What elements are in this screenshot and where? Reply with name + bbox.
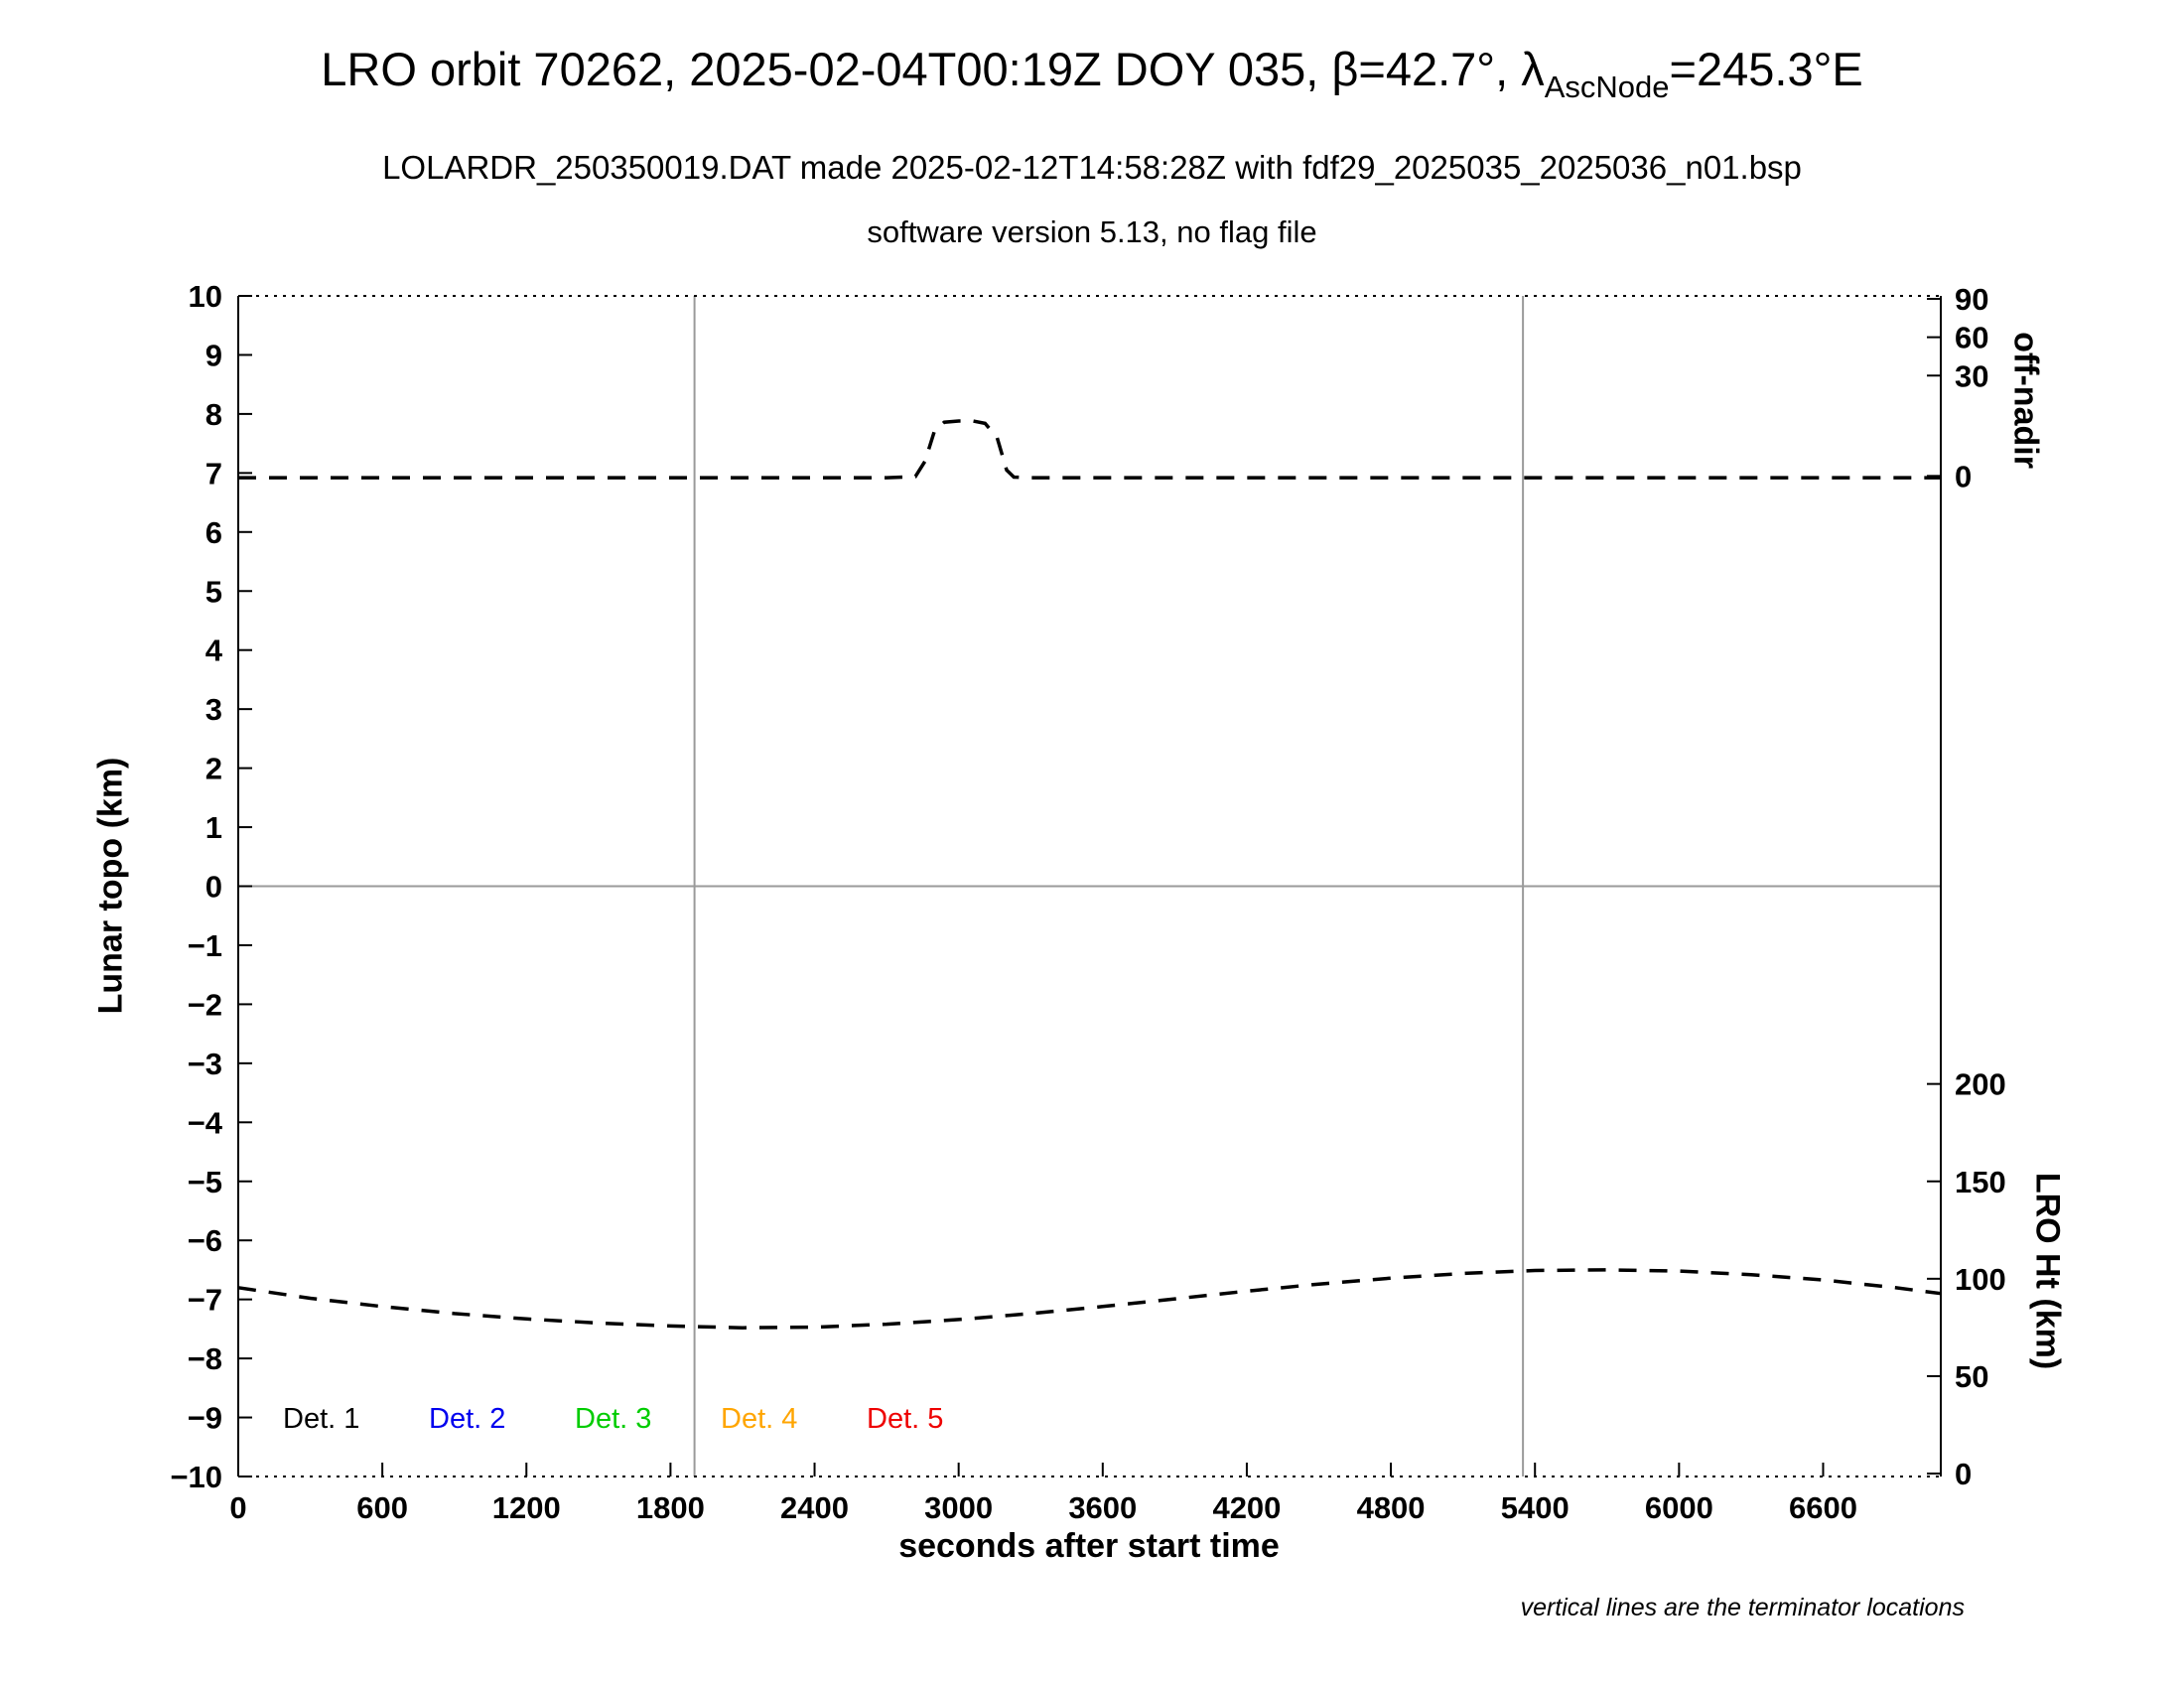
page-title: LRO orbit 70262, 2025-02-04T00:19Z DOY 0…	[0, 42, 2184, 105]
bottom-tick-label: 1200	[492, 1490, 561, 1525]
legend-item-det-2: Det. 2	[429, 1403, 505, 1435]
left-tick-label: 3	[205, 692, 222, 727]
right-tick-label-lro-ht: 50	[1955, 1359, 1988, 1394]
series-off-nadir-angle	[238, 419, 1941, 480]
left-tick-label: −5	[188, 1165, 222, 1199]
right-tick-label-lro-ht: 200	[1955, 1067, 2006, 1102]
right-axis-title-lro-height: LRO Ht (km)	[2028, 1172, 2067, 1370]
bottom-tick-label: 1800	[636, 1490, 705, 1525]
bottom-tick-label: 4800	[1357, 1490, 1426, 1525]
terminator-footnote: vertical lines are the terminator locati…	[1520, 1594, 1965, 1621]
legend-item-det-4: Det. 4	[721, 1403, 797, 1435]
left-tick-label: −1	[188, 928, 222, 963]
left-tick-label: −3	[188, 1047, 222, 1081]
bottom-tick-label: 3600	[1068, 1490, 1137, 1525]
series-lro-height	[237, 1268, 1942, 1330]
legend-item-det-5: Det. 5	[867, 1403, 943, 1435]
page-title-tail: =245.3°E	[1669, 43, 1863, 95]
left-tick-label: −9	[188, 1401, 222, 1436]
right-tick-label-offnadir: 30	[1955, 358, 1988, 393]
bottom-tick-label: 6000	[1645, 1490, 1713, 1525]
right-tick-label-lro-ht: 150	[1955, 1165, 2006, 1199]
bottom-tick-label: 6600	[1789, 1490, 1857, 1525]
left-axis-title: Lunar topo (km)	[91, 757, 130, 1015]
left-tick-label: 0	[205, 870, 222, 905]
x-axis-title: seconds after start time	[898, 1527, 1280, 1565]
bottom-tick-label: 3000	[924, 1490, 993, 1525]
software-version-line: software version 5.13, no flag file	[867, 214, 1317, 249]
left-tick-label: −7	[188, 1283, 222, 1318]
page-title-subscript: AscNode	[1544, 70, 1670, 104]
right-tick-label-lro-ht: 100	[1955, 1262, 2006, 1297]
left-tick-label: 9	[205, 338, 222, 372]
right-axis-title-off-nadir: off-nadir	[2006, 332, 2045, 469]
bottom-tick-label: 5400	[1501, 1490, 1570, 1525]
bottom-tick-label: 600	[356, 1490, 408, 1525]
bottom-tick-label: 0	[229, 1490, 246, 1525]
right-tick-label-offnadir: 90	[1955, 282, 1988, 317]
left-tick-label: 5	[205, 574, 222, 609]
left-tick-label: −6	[188, 1223, 222, 1258]
left-tick-label: −10	[170, 1460, 222, 1494]
left-tick-label: 4	[205, 633, 223, 668]
right-tick-label-offnadir: 60	[1955, 321, 1988, 355]
left-tick-label: 10	[189, 279, 222, 314]
left-tick-label: −8	[188, 1341, 222, 1376]
bottom-tick-label: 2400	[780, 1490, 849, 1525]
right-tick-label-lro-ht: 0	[1955, 1457, 1972, 1491]
data-file-subtitle: LOLARDR_250350019.DAT made 2025-02-12T14…	[382, 149, 1802, 186]
left-tick-label: 6	[205, 515, 222, 550]
right-tick-label-offnadir: 0	[1955, 459, 1972, 493]
bottom-tick-label: 4200	[1212, 1490, 1281, 1525]
left-tick-label: 8	[205, 397, 222, 432]
left-tick-label: 1	[205, 810, 222, 845]
legend-item-det-3: Det. 3	[575, 1403, 651, 1435]
legend-item-det-1: Det. 1	[283, 1403, 359, 1435]
page-title-main: LRO orbit 70262, 2025-02-04T00:19Z DOY 0…	[321, 43, 1545, 95]
left-tick-label: 2	[205, 752, 222, 786]
left-tick-label: −2	[188, 987, 222, 1022]
left-tick-label: 7	[205, 456, 222, 491]
left-tick-label: −4	[188, 1105, 223, 1140]
